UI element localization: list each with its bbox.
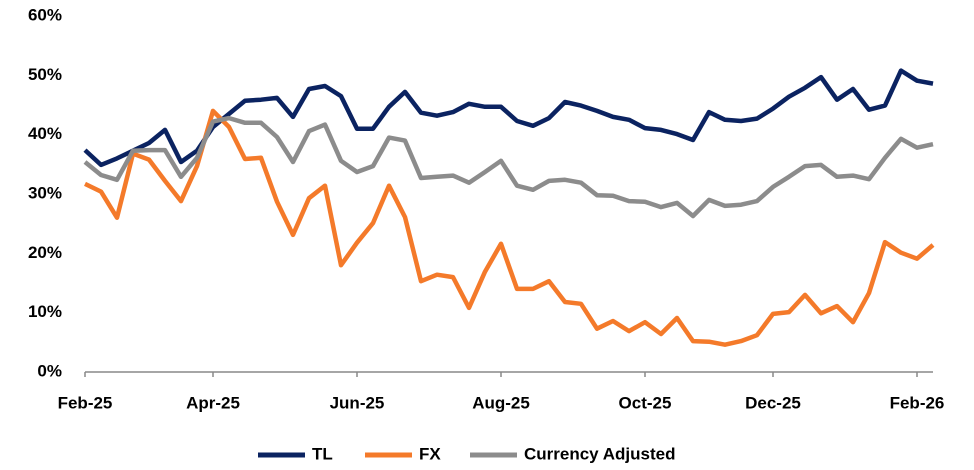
y-tick-label: 10% [28, 302, 62, 321]
series-line [83, 115, 934, 219]
x-tick-label: Feb-25 [58, 393, 113, 412]
x-tick-label: Feb-26 [890, 393, 945, 412]
series-line [84, 108, 935, 347]
y-tick-label: 20% [28, 243, 62, 262]
x-tick-label: Oct-25 [619, 393, 672, 412]
y-tick-label: 50% [28, 65, 62, 84]
y-tick-label: 0% [37, 361, 62, 380]
legend-label: Currency Adjusted [524, 444, 675, 463]
y-tick-label: 30% [28, 183, 62, 202]
y-tick-label: 60% [28, 5, 62, 24]
x-tick-label: Jun-25 [330, 393, 385, 412]
x-tick-label: Aug-25 [472, 393, 530, 412]
series-line [83, 68, 934, 168]
legend-label: FX [419, 444, 441, 463]
legend-label: TL [312, 444, 333, 463]
y-tick-label: 40% [28, 124, 62, 143]
x-tick-label: Apr-25 [186, 393, 240, 412]
x-tick-label: Dec-25 [745, 393, 801, 412]
